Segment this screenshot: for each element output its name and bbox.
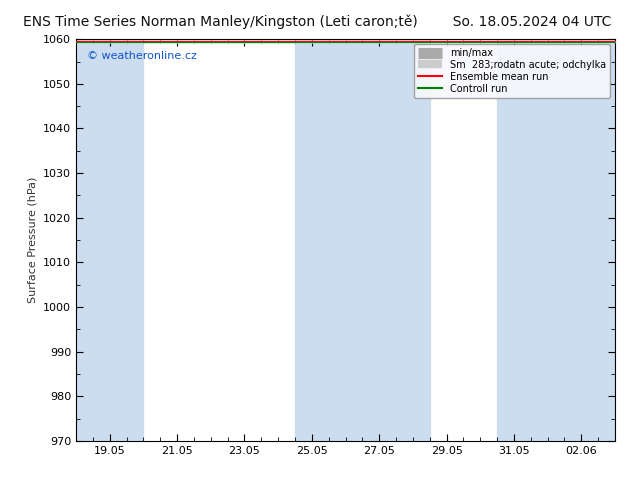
Bar: [295, 39, 430, 441]
Legend: min/max, Sm  283;rodatn acute; odchylka, Ensemble mean run, Controll run: min/max, Sm 283;rodatn acute; odchylka, …: [414, 44, 610, 98]
Bar: [497, 39, 615, 441]
Y-axis label: Surface Pressure (hPa): Surface Pressure (hPa): [27, 177, 37, 303]
Bar: [76, 39, 143, 441]
Text: © weatheronline.cz: © weatheronline.cz: [87, 51, 197, 61]
Text: ENS Time Series Norman Manley/Kingston (Leti caron;tě)        So. 18.05.2024 04 : ENS Time Series Norman Manley/Kingston (…: [23, 15, 611, 29]
